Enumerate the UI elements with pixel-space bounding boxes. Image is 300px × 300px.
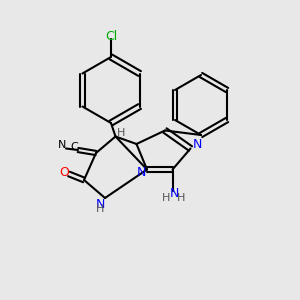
Text: O: O [60,166,69,179]
Text: N: N [192,138,202,152]
Text: H: H [177,193,185,203]
Text: C: C [70,142,78,152]
Text: N: N [169,187,179,200]
Text: H: H [96,204,105,214]
Text: Cl: Cl [105,29,117,43]
Text: N: N [96,197,105,211]
Text: N: N [137,166,146,179]
Text: H: H [162,193,171,203]
Text: H: H [117,128,125,138]
Text: N: N [58,140,67,151]
